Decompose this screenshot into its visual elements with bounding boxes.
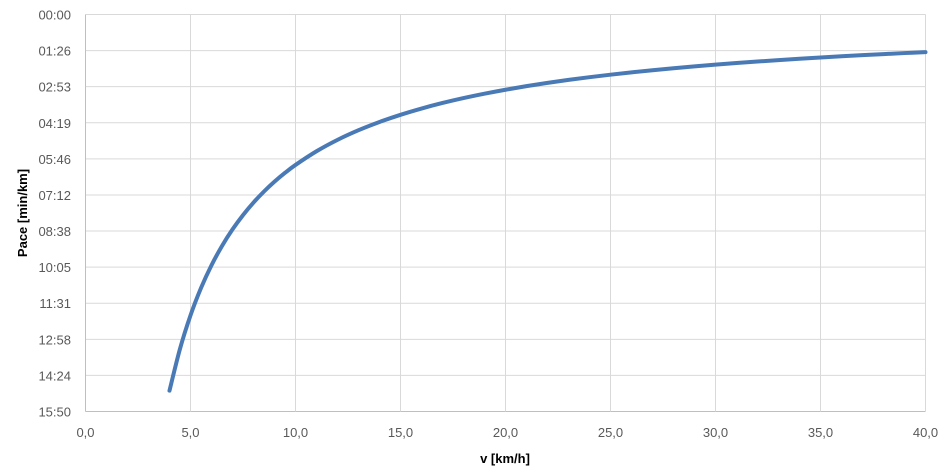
x-tick-label: 20,0 [493, 425, 518, 440]
y-tick-label: 04:19 [38, 116, 71, 131]
x-tick-label: 35,0 [808, 425, 833, 440]
y-tick-label: 10:05 [38, 260, 71, 275]
y-tick-label: 01:26 [38, 44, 71, 59]
y-tick-label: 11:31 [39, 296, 71, 311]
y-tick-label: 05:46 [38, 152, 71, 167]
x-tick-label: 5,0 [181, 425, 199, 440]
x-tick-labels: 0,0 5,0 10,0 15,0 20,0 25,0 30,0 35,0 40,0 [76, 425, 938, 440]
x-tick-label: 15,0 [388, 425, 413, 440]
y-tick-labels: 00:00 01:26 02:53 04:19 05:46 07:12 08:38 10:05… [38, 8, 71, 420]
series-layer [167, 50, 928, 393]
y-tick-label: 12:58 [38, 332, 71, 347]
x-tick-label: 40,0 [913, 425, 938, 440]
gridlines [85, 14, 926, 412]
y-tick-label: 07:12 [38, 188, 71, 203]
y-tick-label: 15:50 [38, 405, 71, 420]
y-tick-label: 14:24 [38, 368, 71, 383]
x-tick-label: 30,0 [703, 425, 728, 440]
y-tick-label: 08:38 [38, 224, 71, 239]
y-axis-title: Pace [min/km] [15, 169, 30, 257]
x-tick-label: 0,0 [76, 425, 94, 440]
pace-series-line [167, 50, 928, 393]
x-tick-label: 25,0 [598, 425, 623, 440]
x-axis-title: v [km/h] [480, 451, 530, 466]
y-tick-label: 00:00 [38, 8, 71, 23]
x-tick-label: 10,0 [283, 425, 308, 440]
y-tick-label: 02:53 [38, 80, 71, 95]
